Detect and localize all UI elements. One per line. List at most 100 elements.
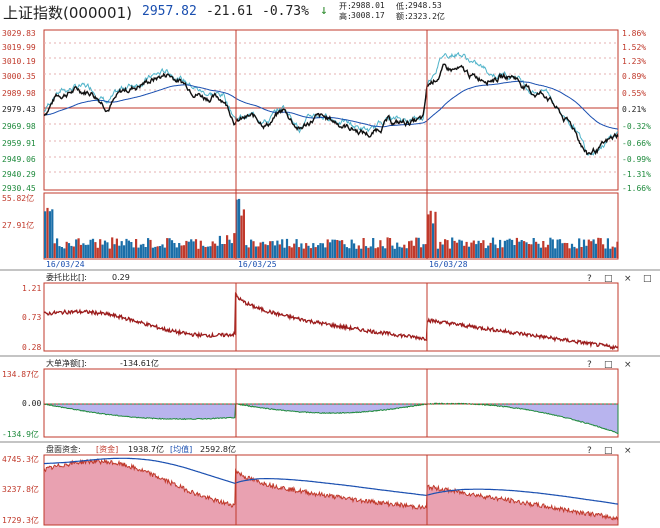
funds-panel-buttons: ? □ × [587,446,632,456]
high-value: 3008.17 [351,11,385,20]
volume-bar [221,244,224,258]
volume-bar [113,244,116,258]
volume-bar [475,244,478,258]
volume-bar [606,238,609,258]
volume-bar [546,244,550,258]
volume-bar [142,243,145,258]
volume-bar [563,242,566,258]
header: 上证指数(000001) 2957.82 -21.61 -0.73% ↓ 开: … [0,0,660,24]
bigflow-value: -134.61亿 [120,358,159,368]
y-tick-right: -0.66% [622,139,651,148]
volume-bar [283,247,286,258]
volume-bar [154,246,157,258]
y-tick-right: 1.52% [622,43,646,52]
close-button[interactable]: × [624,446,632,456]
close-button[interactable]: × [624,360,632,370]
volume-bar [190,239,193,258]
volume-bar [530,244,533,258]
bigflow-tick: 0.00 [22,399,41,408]
restore-button[interactable]: □ [604,360,613,370]
volume-bar [350,239,353,258]
vol-tick: 55.82亿 [2,193,34,203]
volume-bar [422,244,425,258]
volume-bar [570,243,574,258]
funds-tick: 3237.8亿 [2,484,39,494]
intraday-price-line [43,63,619,156]
y-tick-right: -1.66% [622,184,651,193]
volume-bar [412,245,415,258]
ratio-line [43,292,619,351]
y-tick-left: 2979.43 [2,105,36,114]
volume-bar [333,239,336,258]
volume-bar [48,211,51,258]
volume-bar [455,242,459,258]
volume-bar [297,247,301,258]
volume-bar [317,245,320,258]
restore-button-2[interactable]: □ [643,274,652,284]
volume-bar [398,246,401,258]
volume-bar [355,248,358,258]
restore-button[interactable]: □ [604,274,613,284]
volume-bar [44,211,47,258]
volume-bar [240,215,243,258]
volume-bar [53,243,56,258]
help-button[interactable]: ? [587,446,592,456]
volume-bar [405,248,408,258]
volume-bar [261,241,265,258]
volume-bar [185,240,188,258]
index-title: 上证指数(000001) [3,4,132,22]
volume-bar [264,244,267,258]
volume-bar [163,247,166,258]
y-tick-right: 0.21% [622,105,646,114]
close-button[interactable]: × [624,274,632,284]
y-tick-right: 1.86% [622,29,646,38]
volume-bar [594,243,597,258]
amount-label: 额: [396,12,409,21]
y-tick-left: 2940.29 [2,170,36,179]
volume-bar [321,243,324,258]
y-tick-left: 3010.19 [2,57,36,66]
current-price: 2957.82 [142,4,197,19]
volume-bar [415,237,418,258]
restore-button[interactable]: □ [604,446,613,456]
volume-bar [353,243,356,258]
volume-bar [329,242,332,258]
volume-bar [96,247,99,258]
volume-bar [424,244,427,258]
volume-bar [599,238,602,258]
volume-bar [307,245,310,258]
volume-bar [515,237,518,258]
volume-bar [400,247,404,258]
help-button[interactable]: ? [587,360,592,370]
volume-bar [535,241,538,258]
y-tick-left: 2959.91 [2,139,36,148]
funds-legend: 1938.7亿 [128,444,164,454]
volume-bar [604,248,607,258]
volume-bar [336,240,339,258]
volume-bar [235,199,238,258]
volume-bar [429,210,432,258]
volume-bar [458,239,461,258]
volume-bar [312,243,315,258]
open-value: 2988.01 [351,1,385,10]
volume-bar [216,245,219,258]
volume-bar [585,245,588,258]
day-label: 16/03/25 [238,260,277,269]
volume-bar [302,248,305,258]
volume-bar [396,242,399,258]
volume-bar [463,245,466,258]
volume-bar [451,237,454,258]
volume-bar [91,238,95,258]
y-tick-right: -1.31% [622,170,651,179]
high-label: 高: [339,12,352,21]
volume-bar [139,244,142,258]
volume-bar [381,246,384,258]
volume-bar [379,240,382,258]
funds-tick: 4745.3亿 [2,454,39,464]
bigflow-tick: -134.9亿 [2,429,39,439]
down-arrow-icon: ↓ [320,3,328,18]
volume-bar [108,248,111,258]
funds-area [43,458,619,526]
volume-bar [273,245,277,258]
help-button[interactable]: ? [587,274,592,284]
